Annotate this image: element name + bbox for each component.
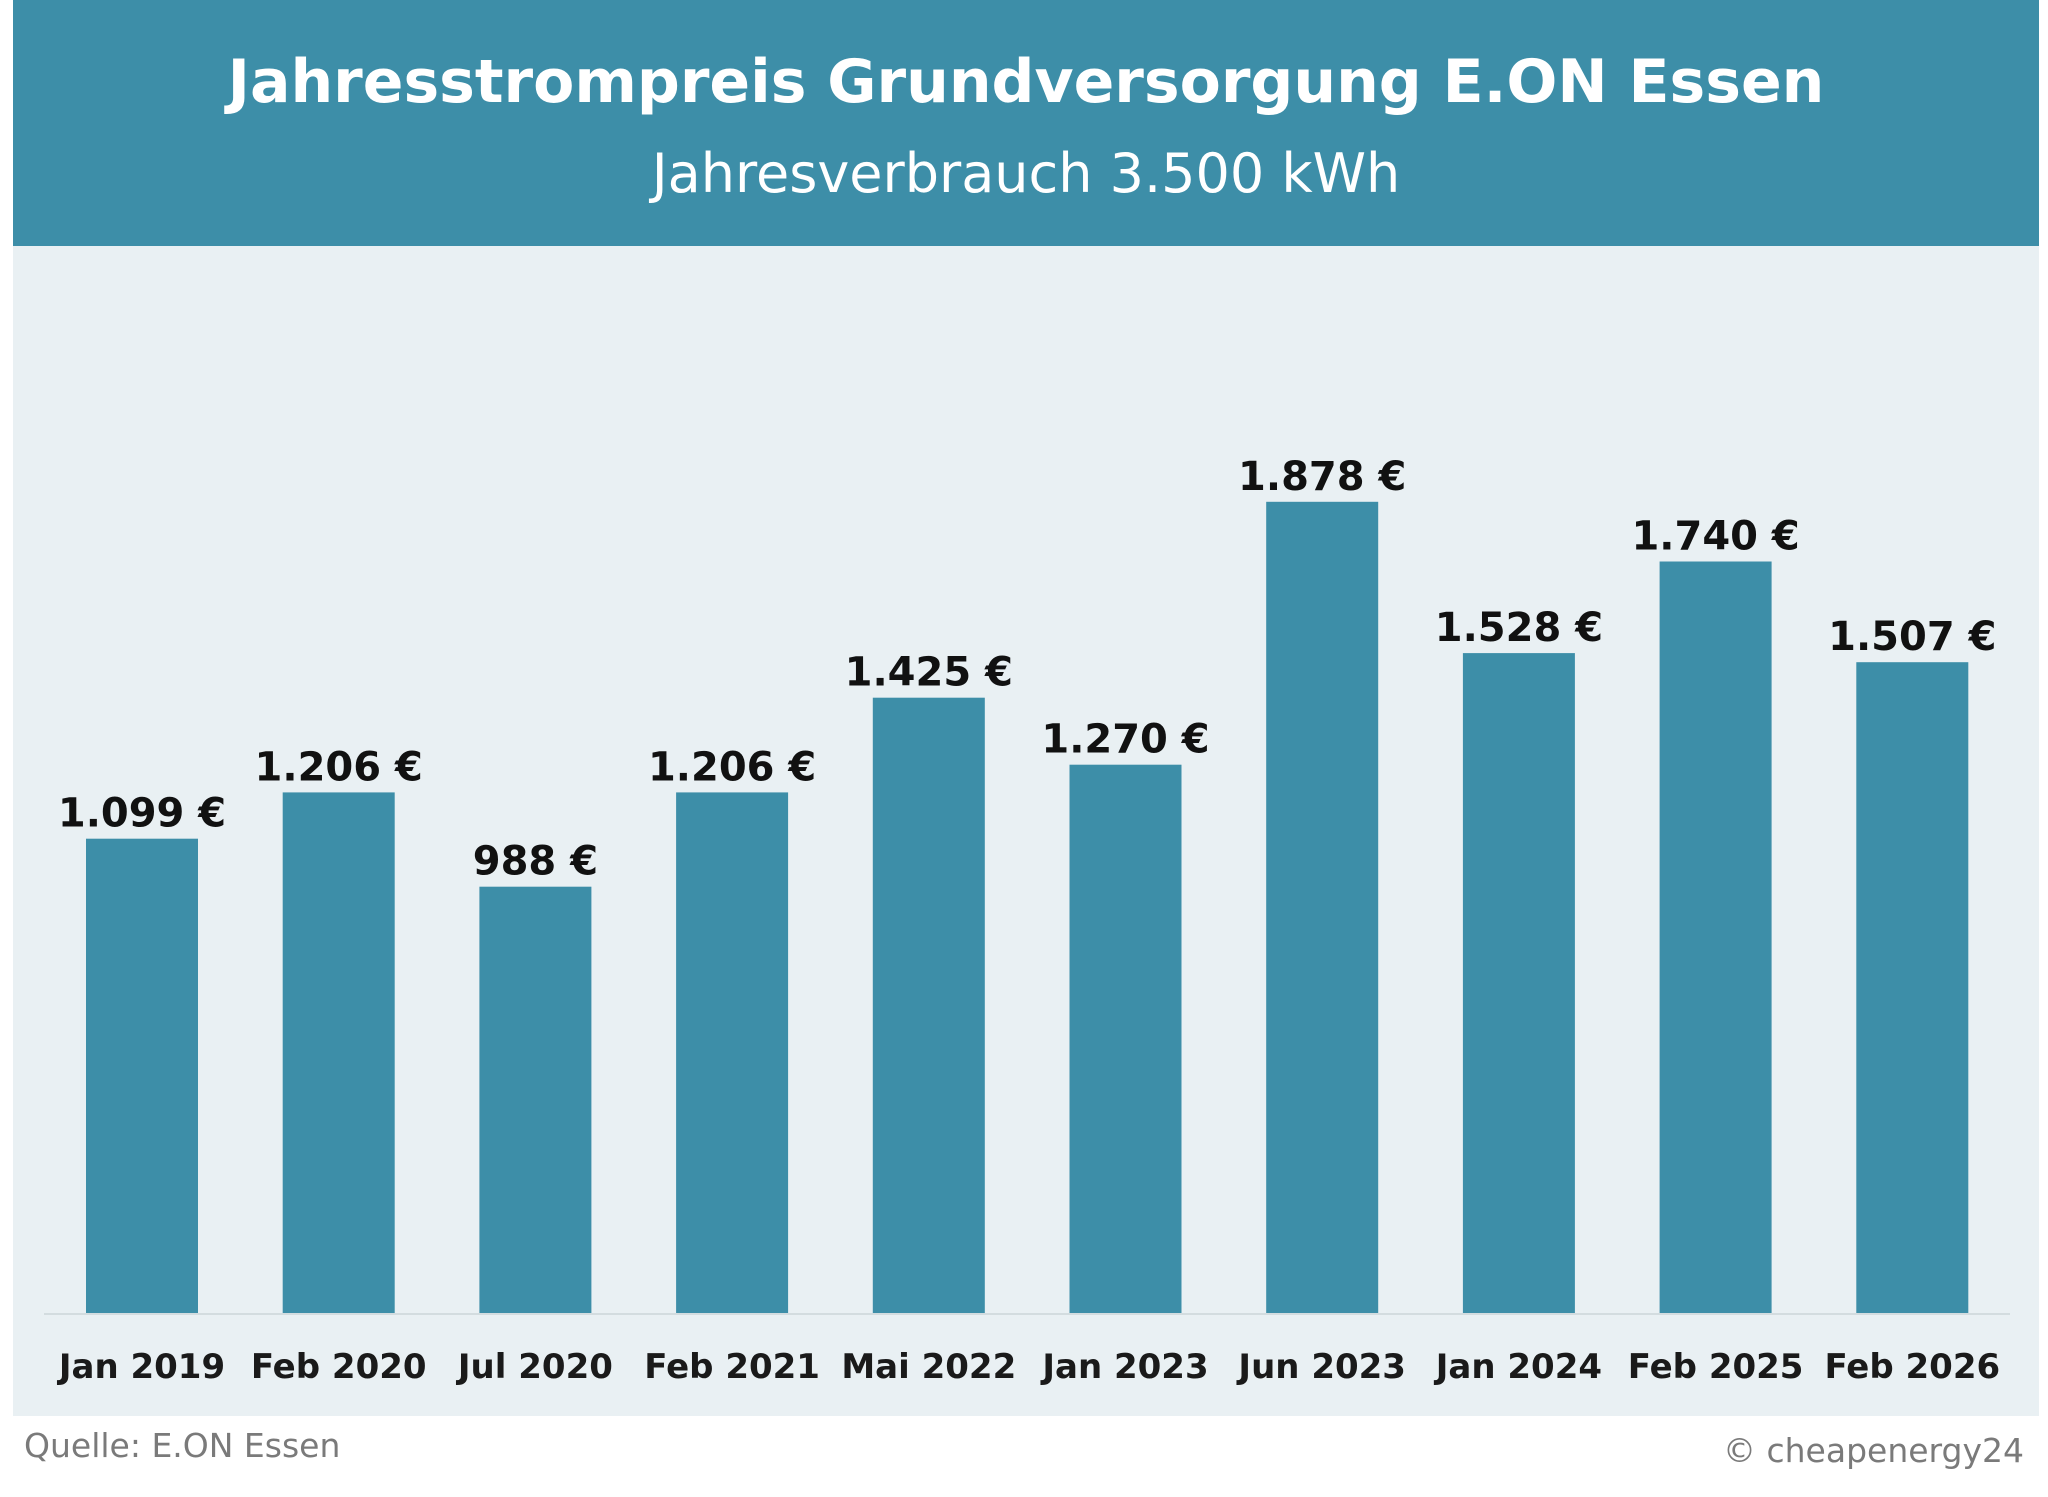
bar xyxy=(282,792,395,1314)
chart-subtitle: Jahresverbrauch 3.500 kWh xyxy=(649,142,1401,205)
bar xyxy=(1462,653,1575,1314)
bar-value-label: 1.206 € xyxy=(255,744,423,790)
bar xyxy=(1856,662,1969,1314)
copyright-note: © cheapenergy24 xyxy=(1723,1431,2024,1470)
bar-value-label: 988 € xyxy=(473,839,598,885)
chart-title: Jahresstrompreis Grundversorgung E.ON Es… xyxy=(224,47,1825,117)
bar-value-label: 1.507 € xyxy=(1828,614,1996,660)
source-note: Quelle: E.ON Essen xyxy=(24,1426,340,1465)
bar-series: 1.099 € Jan 2019 1.206 € Feb 2020 988 € Jul 2… xyxy=(57,454,2000,1387)
bar-value-label: 1.206 € xyxy=(648,744,816,790)
bar-value-label: 1.528 € xyxy=(1435,605,1603,651)
x-tick-label: Jul 2020 xyxy=(456,1347,613,1387)
x-tick-label: Feb 2020 xyxy=(251,1347,427,1387)
x-tick-label: Mai 2022 xyxy=(841,1347,1016,1387)
bar-value-label: 1.099 € xyxy=(58,791,226,837)
bar xyxy=(872,697,985,1314)
bar xyxy=(86,838,198,1314)
bar xyxy=(1659,561,1772,1314)
x-tick-label: Jan 2019 xyxy=(57,1347,225,1387)
bar-value-label: 1.425 € xyxy=(845,650,1013,696)
x-tick-label: Jan 2024 xyxy=(1434,1347,1602,1387)
bar xyxy=(1069,764,1182,1314)
bar xyxy=(479,886,592,1314)
header-banner xyxy=(13,0,2039,246)
bar-value-label: 1.740 € xyxy=(1631,514,1799,560)
x-tick-label: Feb 2025 xyxy=(1628,1347,1804,1387)
bar-value-label: 1.270 € xyxy=(1041,717,1209,763)
x-tick-label: Jun 2023 xyxy=(1236,1347,1406,1387)
bar xyxy=(676,792,789,1314)
x-tick-label: Feb 2026 xyxy=(1824,1347,2000,1387)
bar xyxy=(1266,501,1379,1314)
bar-value-label: 1.878 € xyxy=(1238,454,1406,500)
x-tick-label: Feb 2021 xyxy=(644,1347,820,1387)
x-tick-label: Jan 2023 xyxy=(1040,1347,1208,1387)
